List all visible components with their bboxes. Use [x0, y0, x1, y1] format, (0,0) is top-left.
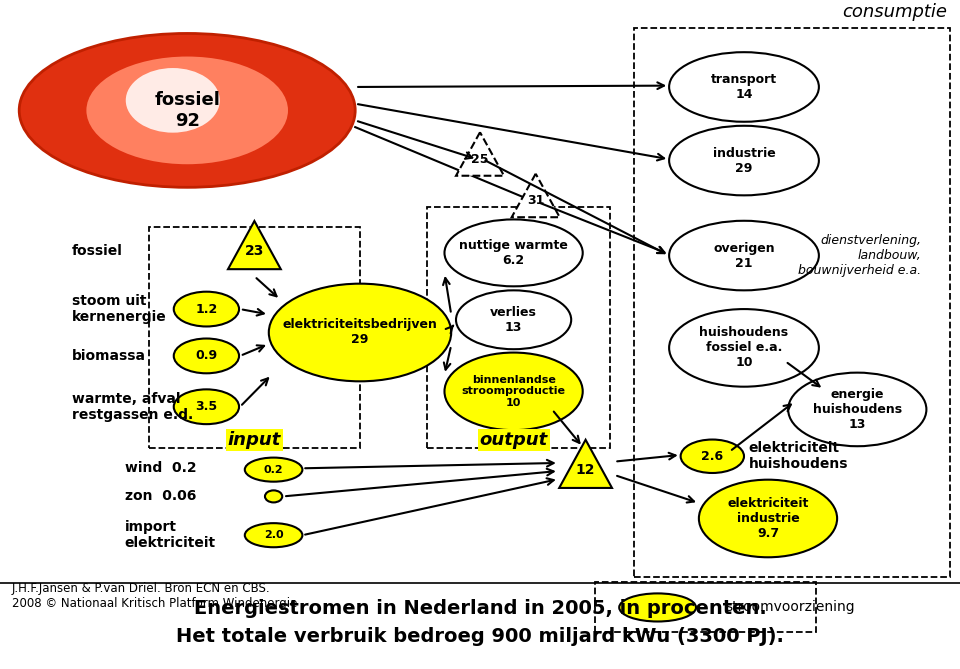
Ellipse shape	[174, 292, 239, 326]
Ellipse shape	[681, 440, 744, 473]
Text: energie
huishoudens
13: energie huishoudens 13	[813, 388, 901, 431]
Text: input: input	[228, 432, 281, 449]
Text: import
elektriciteit: import elektriciteit	[125, 520, 216, 551]
Text: verlies
13: verlies 13	[491, 306, 537, 334]
Polygon shape	[228, 221, 280, 269]
Ellipse shape	[86, 56, 288, 165]
Ellipse shape	[245, 458, 302, 482]
Text: stroomvoorziening: stroomvoorziening	[725, 601, 854, 614]
Ellipse shape	[444, 353, 583, 430]
Text: huishoudens
fossiel e.a.
10: huishoudens fossiel e.a. 10	[700, 326, 788, 369]
Bar	[427, 207, 610, 448]
Ellipse shape	[669, 126, 819, 195]
Text: 2.0: 2.0	[264, 531, 283, 540]
Bar	[634, 28, 950, 577]
Text: 1.2: 1.2	[195, 302, 218, 316]
Ellipse shape	[245, 523, 302, 547]
Polygon shape	[512, 174, 560, 217]
Text: fossiel: fossiel	[72, 244, 123, 258]
Text: 0.2: 0.2	[264, 465, 283, 474]
Text: 2.6: 2.6	[701, 450, 724, 463]
Text: 31: 31	[527, 194, 544, 207]
Polygon shape	[559, 440, 612, 488]
Ellipse shape	[19, 33, 355, 187]
Text: consumptie: consumptie	[843, 3, 948, 21]
Ellipse shape	[126, 68, 220, 132]
Text: 3.5: 3.5	[195, 400, 218, 413]
Ellipse shape	[619, 593, 696, 622]
Text: 2008 © Nationaal Kritisch Platform Windenergie: 2008 © Nationaal Kritisch Platform Winde…	[12, 597, 297, 610]
Ellipse shape	[788, 373, 926, 446]
Text: transport
14: transport 14	[711, 73, 777, 101]
Text: output: output	[479, 432, 548, 449]
Text: zon  0.06: zon 0.06	[125, 490, 196, 503]
Bar	[149, 227, 360, 448]
Ellipse shape	[669, 52, 819, 122]
Text: dienstverlening,
landbouw,
bouwnijverheid e.a.: dienstverlening, landbouw, bouwnijverhei…	[799, 234, 922, 277]
Ellipse shape	[669, 221, 819, 290]
Text: 12: 12	[576, 463, 595, 476]
Ellipse shape	[174, 339, 239, 373]
Text: elektriciteit
industrie
9.7: elektriciteit industrie 9.7	[728, 497, 808, 540]
Text: elektriciteit
huishoudens: elektriciteit huishoudens	[749, 441, 849, 472]
Ellipse shape	[174, 389, 239, 424]
Text: Het totale verbruik bedroeg 900 miljard kWu (3300 PJ).: Het totale verbruik bedroeg 900 miljard …	[176, 628, 784, 646]
Text: fossiel
92: fossiel 92	[155, 91, 220, 130]
Text: 23: 23	[245, 244, 264, 258]
Ellipse shape	[265, 490, 282, 502]
Text: overigen
21: overigen 21	[713, 242, 775, 270]
Text: binnenlandse
stroomproductie
10: binnenlandse stroomproductie 10	[462, 375, 565, 408]
Text: nuttige warmte
6.2: nuttige warmte 6.2	[459, 239, 568, 267]
Text: 25: 25	[471, 153, 489, 166]
Ellipse shape	[269, 284, 451, 381]
Polygon shape	[456, 132, 504, 176]
Ellipse shape	[699, 480, 837, 557]
Ellipse shape	[669, 309, 819, 387]
Text: elektriciteitsbedrijven
29: elektriciteitsbedrijven 29	[282, 318, 438, 347]
Bar	[595, 582, 816, 632]
Ellipse shape	[444, 219, 583, 286]
Text: warmte, afval
restgassen e.d.: warmte, afval restgassen e.d.	[72, 391, 193, 422]
Text: Energiestromen in Nederland in 2005, in procenten.: Energiestromen in Nederland in 2005, in …	[194, 599, 766, 618]
Text: 0.9: 0.9	[195, 349, 218, 363]
Text: J.H.F.Jansen & P.van Driel. Bron ECN en CBS.: J.H.F.Jansen & P.van Driel. Bron ECN en …	[12, 583, 270, 595]
Ellipse shape	[456, 290, 571, 349]
Text: wind  0.2: wind 0.2	[125, 462, 197, 475]
Text: biomassa: biomassa	[72, 349, 146, 363]
Text: stoom uit
kernenergie: stoom uit kernenergie	[72, 294, 167, 324]
Text: industrie
29: industrie 29	[712, 147, 776, 175]
